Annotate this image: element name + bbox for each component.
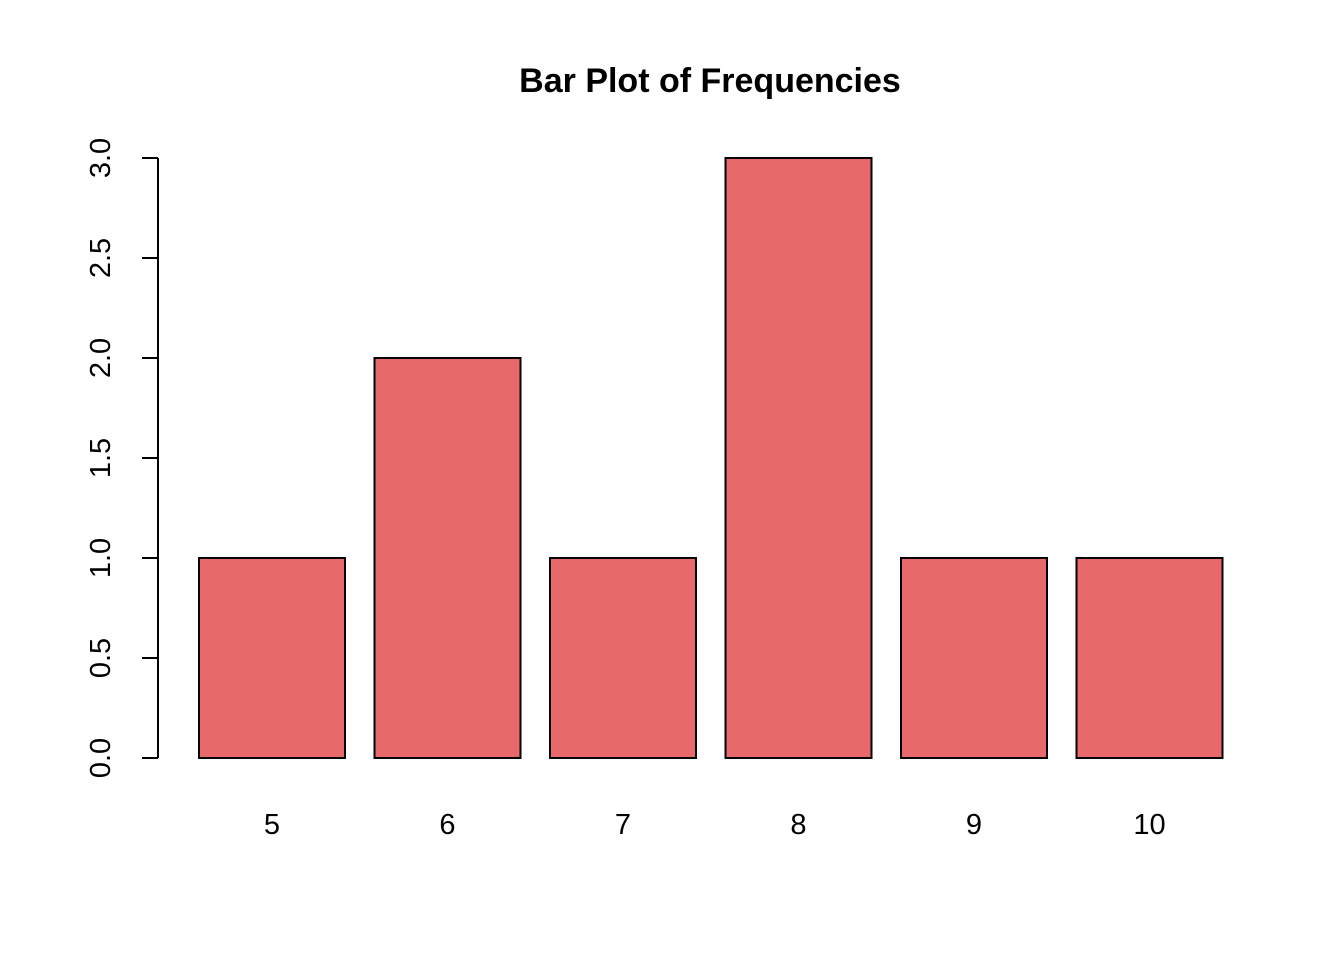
y-tick-label: 2.5 <box>85 238 117 278</box>
bar-7 <box>549 557 697 759</box>
x-axis-labels: 5 6 7 8 9 10 <box>264 809 1166 841</box>
bars <box>198 157 1224 759</box>
bar-5 <box>198 557 346 759</box>
y-tick-label: 1.5 <box>85 438 117 478</box>
chart-title: Bar Plot of Frequencies <box>519 62 901 100</box>
bar-10 <box>1075 557 1224 759</box>
x-tick-label: 5 <box>264 809 280 841</box>
y-tick-label: 0.0 <box>85 738 117 778</box>
x-tick-label: 9 <box>966 809 982 841</box>
y-tick-label: 0.5 <box>85 638 117 678</box>
y-tick-label: 1.0 <box>85 538 117 578</box>
y-axis: 0.0 0.5 1.0 1.5 2.0 2.5 3.0 <box>85 138 159 778</box>
x-tick-label: 7 <box>615 809 631 841</box>
bar-9 <box>900 557 1048 759</box>
y-tick-label: 3.0 <box>85 138 117 178</box>
y-tick-label: 2.0 <box>85 338 117 378</box>
bar-8 <box>724 157 873 759</box>
x-tick-label: 8 <box>790 809 806 841</box>
x-tick-label: 6 <box>439 809 455 841</box>
bar-6 <box>373 357 522 759</box>
x-tick-label: 10 <box>1133 809 1165 841</box>
